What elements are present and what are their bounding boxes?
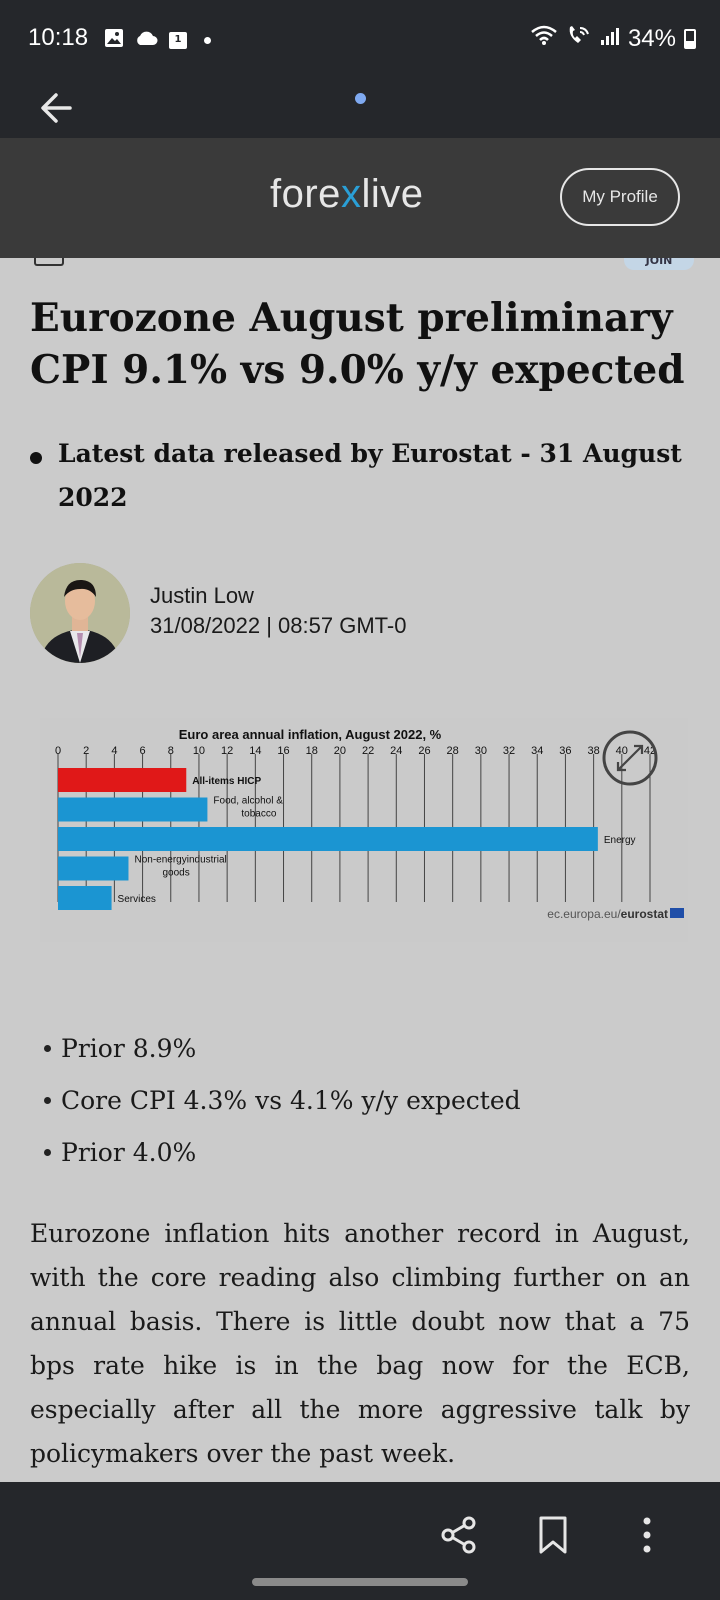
x-tick-label: 28: [447, 745, 459, 757]
bar-category-label: Food, alcohol &: [213, 796, 283, 807]
chart-title: Euro area annual inflation, August 2022,…: [179, 727, 442, 742]
x-tick-label: 22: [362, 745, 374, 757]
article-paragraph: Eurozone inflation hits another record i…: [30, 1219, 690, 1468]
key-point-text: Latest data released by Eurostat - 31 Au…: [58, 439, 682, 512]
site-logo[interactable]: forexlive: [270, 172, 423, 217]
status-bar: 10:18 1 34%: [0, 0, 720, 80]
wifi-calling-icon: [566, 24, 592, 53]
x-tick-label: 26: [418, 745, 430, 757]
bar-category-label: All-items HICP: [192, 776, 261, 787]
x-tick-label: 34: [531, 745, 543, 757]
bullet-icon: [44, 1096, 51, 1104]
bookmark-icon: [539, 1516, 567, 1554]
home-indicator[interactable]: [252, 1578, 468, 1586]
x-tick-label: 8: [168, 745, 174, 757]
bullet-icon: [44, 1044, 51, 1052]
bar-category-label: Services: [118, 894, 156, 905]
x-tick-label: 14: [249, 745, 261, 757]
eu-flag-icon: [670, 908, 684, 918]
list-item: Prior 8.9%: [44, 1022, 684, 1074]
calendar-day: 1: [174, 34, 182, 45]
inflation-chart[interactable]: Euro area annual inflation, August 2022,…: [40, 718, 688, 942]
x-tick-label: 32: [503, 745, 515, 757]
wifi-icon: [530, 24, 558, 53]
chart-bar: [58, 827, 598, 851]
x-tick-label: 2: [83, 745, 89, 757]
key-point: Latest data released by Eurostat - 31 Au…: [30, 432, 690, 520]
x-tick-label: 6: [140, 745, 146, 757]
share-icon: [441, 1516, 476, 1554]
x-tick-label: 0: [55, 745, 61, 757]
logo-x: x: [340, 172, 362, 216]
chart-bar: [58, 797, 208, 822]
bar-category-label: Non-energyindustrial: [134, 855, 226, 866]
notification-dot-icon: [204, 36, 211, 44]
chart-bar: [58, 768, 187, 792]
arrow-left-icon: [41, 93, 72, 123]
bullet-icon: [44, 1148, 51, 1156]
share-button[interactable]: [436, 1512, 482, 1558]
x-tick-label: 24: [390, 745, 402, 757]
bar-category-label: goods: [162, 868, 189, 879]
bottom-action-bar: [0, 1482, 720, 1600]
article-headline: Eurozone August preliminary CPI 9.1% vs …: [30, 295, 685, 393]
chart-source-brand: eurostat: [621, 907, 668, 921]
logo-part-1: fore: [270, 172, 341, 216]
status-notification-icons: 1: [104, 28, 211, 52]
bullet-icon: [30, 452, 42, 464]
x-tick-label: 4: [111, 745, 117, 757]
join-label: JOIN: [645, 258, 673, 267]
x-tick-label: 10: [193, 745, 205, 757]
x-tick-label: 40: [616, 745, 628, 757]
data-bullets: Prior 8.9% Core CPI 4.3% vs 4.1% y/y exp…: [44, 1022, 684, 1178]
expand-icon[interactable]: [602, 730, 658, 786]
list-item: Prior 4.0%: [44, 1126, 684, 1178]
more-options-button[interactable]: [624, 1512, 670, 1558]
bar-category-label: Energy: [604, 835, 636, 846]
chart-bar: [58, 886, 112, 910]
chart-source-prefix: ec.europa.eu/: [547, 907, 621, 921]
my-profile-button[interactable]: My Profile: [560, 168, 680, 226]
logo-part-2: live: [361, 172, 424, 216]
author-avatar[interactable]: [30, 563, 130, 663]
x-tick-label: 16: [277, 745, 289, 757]
signal-icon: [600, 25, 620, 53]
gallery-icon: [104, 28, 124, 52]
join-button-clipped[interactable]: JOIN: [624, 258, 694, 270]
battery-icon: [684, 28, 696, 49]
list-item-text: Prior 4.0%: [61, 1137, 197, 1167]
author-name[interactable]: Justin Low: [150, 583, 254, 608]
list-item-text: Prior 8.9%: [61, 1033, 197, 1063]
x-tick-label: 30: [475, 745, 487, 757]
x-tick-label: 20: [334, 745, 346, 757]
status-time: 10:18: [28, 24, 89, 51]
browser-toolbar: [0, 80, 720, 138]
site-header: forexlive My Profile: [0, 138, 720, 258]
battery-percent: 34%: [627, 24, 676, 52]
loading-indicator: [355, 93, 366, 104]
list-item: Core CPI 4.3% vs 4.1% y/y expected: [44, 1074, 684, 1126]
x-tick-label: 12: [221, 745, 233, 757]
author-block: Justin Low 31/08/2022 | 08:57 GMT-0: [30, 563, 690, 663]
status-system-icons: 34%: [530, 24, 696, 53]
x-tick-label: 18: [306, 745, 318, 757]
chart-bar: [58, 856, 129, 881]
bar-category-label: tobacco: [241, 809, 276, 820]
chart-source: ec.europa.eu/eurostat: [547, 907, 668, 921]
list-item-text: Core CPI 4.3% vs 4.1% y/y expected: [61, 1085, 521, 1115]
bookmark-button[interactable]: [530, 1512, 576, 1558]
clipped-category-icon: [34, 258, 64, 266]
back-button[interactable]: [36, 86, 80, 130]
more-vert-icon: [643, 1517, 651, 1553]
chart-svg: Euro area annual inflation, August 2022,…: [55, 727, 684, 921]
calendar-icon: 1: [168, 30, 188, 50]
x-tick-label: 36: [559, 745, 571, 757]
publish-date: 31/08/2022 | 08:57 GMT-0: [150, 613, 407, 638]
x-tick-label: 38: [587, 745, 599, 757]
cloud-icon: [134, 29, 158, 51]
